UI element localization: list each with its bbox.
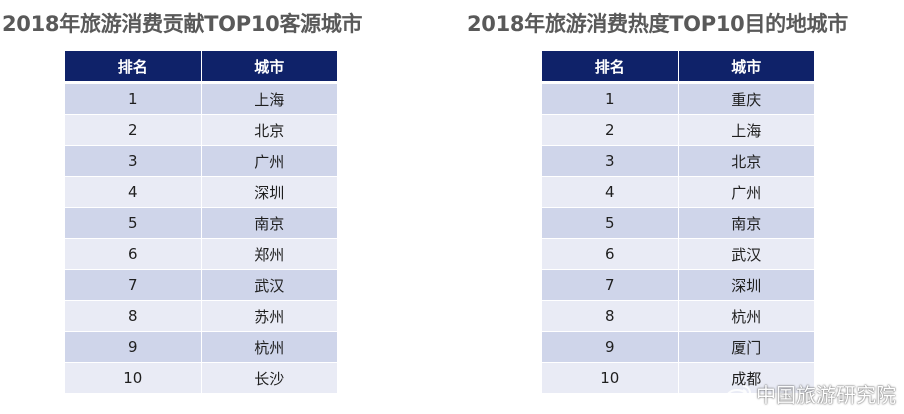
right-table-title: 2018年旅游消费热度TOP10目的地城市 (467, 12, 848, 36)
rank-cell: 7 (542, 269, 679, 301)
table-header-row: 排名 城市 (542, 51, 814, 84)
table-row: 7 深圳 (542, 269, 814, 301)
rank-cell: 6 (65, 238, 202, 270)
city-cell: 武汉 (201, 269, 337, 301)
rank-cell: 8 (65, 300, 202, 332)
city-cell: 郑州 (201, 238, 337, 270)
rank-cell: 9 (65, 331, 202, 363)
table-body: 1 上海 2 北京 3 广州 4 深圳 5 南京 6 郑州 7 武汉 8 苏州 9 杭州 10 长沙 (65, 82, 337, 394)
city-cell: 成都 (678, 362, 814, 394)
table-header-row: 排名 城市 (65, 51, 337, 84)
table-body: 1 重庆 2 上海 3 北京 4 广州 5 南京 6 武汉 7 深圳 8 杭州 9 厦门 10 成都 (542, 82, 814, 394)
rank-cell: 3 (65, 145, 202, 177)
weibo-icon (726, 383, 752, 405)
table-row: 4 广州 (542, 176, 814, 208)
rank-cell: 10 (65, 362, 202, 394)
table-row: 2 上海 (542, 114, 814, 146)
rank-cell: 1 (65, 82, 202, 115)
table-row: 7 武汉 (65, 269, 337, 301)
rank-cell: 4 (65, 176, 202, 208)
table-row: 3 广州 (65, 145, 337, 177)
table-row: 2 北京 (65, 114, 337, 146)
column-header-city: 城市 (678, 51, 814, 84)
rank-cell: 4 (542, 176, 679, 208)
column-header-rank: 排名 (65, 51, 202, 84)
rank-cell: 9 (542, 331, 679, 363)
table-row: 1 上海 (65, 82, 337, 115)
table-row: 3 北京 (542, 145, 814, 177)
city-cell: 武汉 (678, 238, 814, 270)
table-row: 10 成都 (542, 362, 814, 394)
table-row: 5 南京 (542, 207, 814, 239)
watermark-text: 中国旅游研究院 (756, 383, 896, 407)
rank-cell: 1 (542, 82, 679, 115)
rank-cell: 3 (542, 145, 679, 177)
city-cell: 广州 (678, 176, 814, 208)
rank-cell: 10 (542, 362, 679, 394)
city-cell: 深圳 (201, 176, 337, 208)
rank-cell: 2 (65, 114, 202, 146)
city-cell: 杭州 (201, 331, 337, 363)
table-row: 5 南京 (65, 207, 337, 239)
table-row: 9 杭州 (65, 331, 337, 363)
city-cell: 长沙 (201, 362, 337, 394)
column-header-city: 城市 (201, 51, 337, 84)
source-cities-table: 排名 城市 1 上海 2 北京 3 广州 4 深圳 5 南京 6 郑州 7 武汉 8 苏州 9 杭州 10 长沙 (65, 51, 337, 394)
table-row: 6 武汉 (542, 238, 814, 270)
rank-cell: 5 (542, 207, 679, 239)
city-cell: 上海 (678, 114, 814, 146)
table-row: 1 重庆 (542, 82, 814, 115)
table-row: 9 厦门 (542, 331, 814, 363)
table-row: 10 长沙 (65, 362, 337, 394)
watermark: 中国旅游研究院 (726, 379, 896, 408)
city-cell: 北京 (201, 114, 337, 146)
rank-cell: 8 (542, 300, 679, 332)
city-cell: 厦门 (678, 331, 814, 363)
city-cell: 深圳 (678, 269, 814, 301)
table-row: 8 苏州 (65, 300, 337, 332)
city-cell: 苏州 (201, 300, 337, 332)
destination-cities-table: 排名 城市 1 重庆 2 上海 3 北京 4 广州 5 南京 6 武汉 7 深圳 8 杭州 9 厦门 10 成都 (542, 51, 814, 394)
table-row: 4 深圳 (65, 176, 337, 208)
city-cell: 杭州 (678, 300, 814, 332)
rank-cell: 5 (65, 207, 202, 239)
column-header-rank: 排名 (542, 51, 679, 84)
city-cell: 南京 (678, 207, 814, 239)
rank-cell: 7 (65, 269, 202, 301)
rank-cell: 6 (542, 238, 679, 270)
table-row: 8 杭州 (542, 300, 814, 332)
city-cell: 广州 (201, 145, 337, 177)
rank-cell: 2 (542, 114, 679, 146)
left-table-title: 2018年旅游消费贡献TOP10客源城市 (2, 12, 363, 36)
city-cell: 上海 (201, 82, 337, 115)
city-cell: 重庆 (678, 82, 814, 115)
city-cell: 北京 (678, 145, 814, 177)
city-cell: 南京 (201, 207, 337, 239)
table-row: 6 郑州 (65, 238, 337, 270)
